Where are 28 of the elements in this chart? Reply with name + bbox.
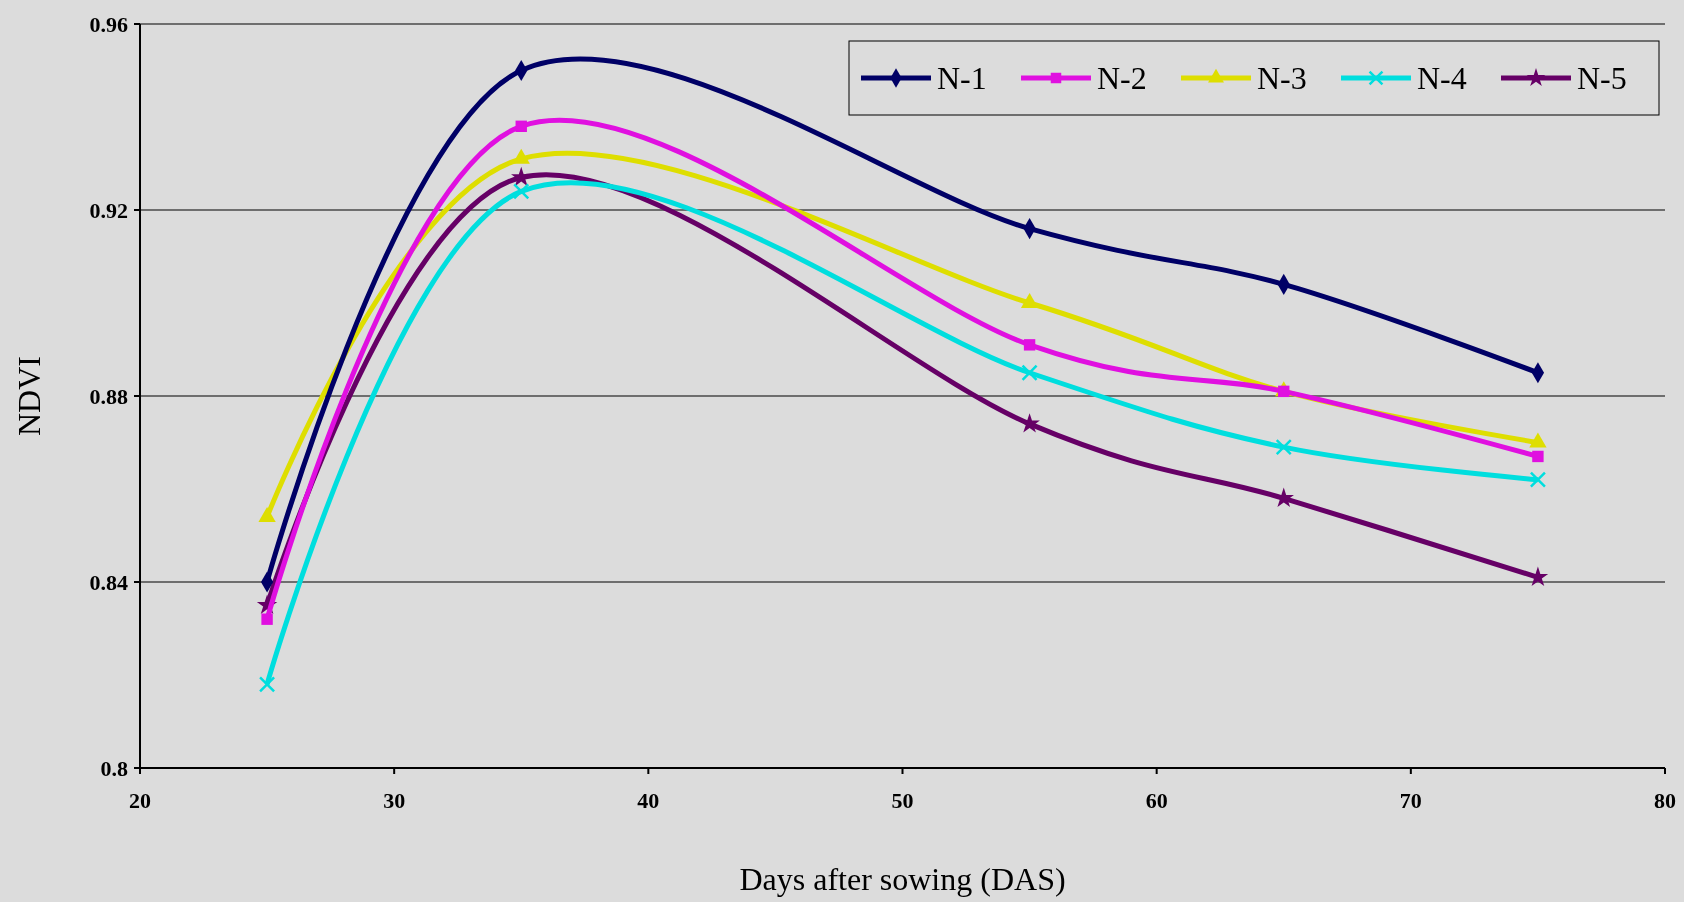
point: [1275, 438, 1293, 456]
point: [1532, 450, 1544, 463]
point: [258, 676, 276, 693]
x-tick-label: 30: [383, 788, 406, 813]
legend-label: N-3: [1257, 60, 1307, 97]
x-tick-label: 60: [1145, 788, 1168, 813]
x-tick-label: 70: [1399, 788, 1422, 813]
point: [515, 120, 527, 132]
x-tick-label: 20: [129, 788, 151, 813]
y-axis-title: NDVI: [11, 356, 47, 436]
legend-label: N-5: [1577, 60, 1627, 97]
point: [1021, 364, 1038, 382]
legend-label: N-2: [1097, 60, 1147, 97]
point: [1529, 471, 1547, 488]
point: [261, 613, 273, 625]
legend-label: N-4: [1417, 60, 1467, 97]
y-tick-label: 0.84: [89, 569, 128, 595]
y-tick-label: 0.92: [89, 197, 128, 223]
x-axis-title: Days after sowing (DAS): [739, 861, 1066, 897]
y-tick-label: 0.88: [89, 383, 128, 409]
x-tick-label: 50: [891, 788, 914, 813]
point: [512, 183, 530, 200]
x-tick-label: 40: [637, 788, 660, 813]
y-tick-label: 0.96: [89, 11, 128, 37]
x-tick-label: 80: [1654, 788, 1676, 813]
y-tick-label: 0.8: [100, 755, 128, 781]
point: [1023, 339, 1036, 351]
legend-label: N-1: [937, 60, 987, 97]
